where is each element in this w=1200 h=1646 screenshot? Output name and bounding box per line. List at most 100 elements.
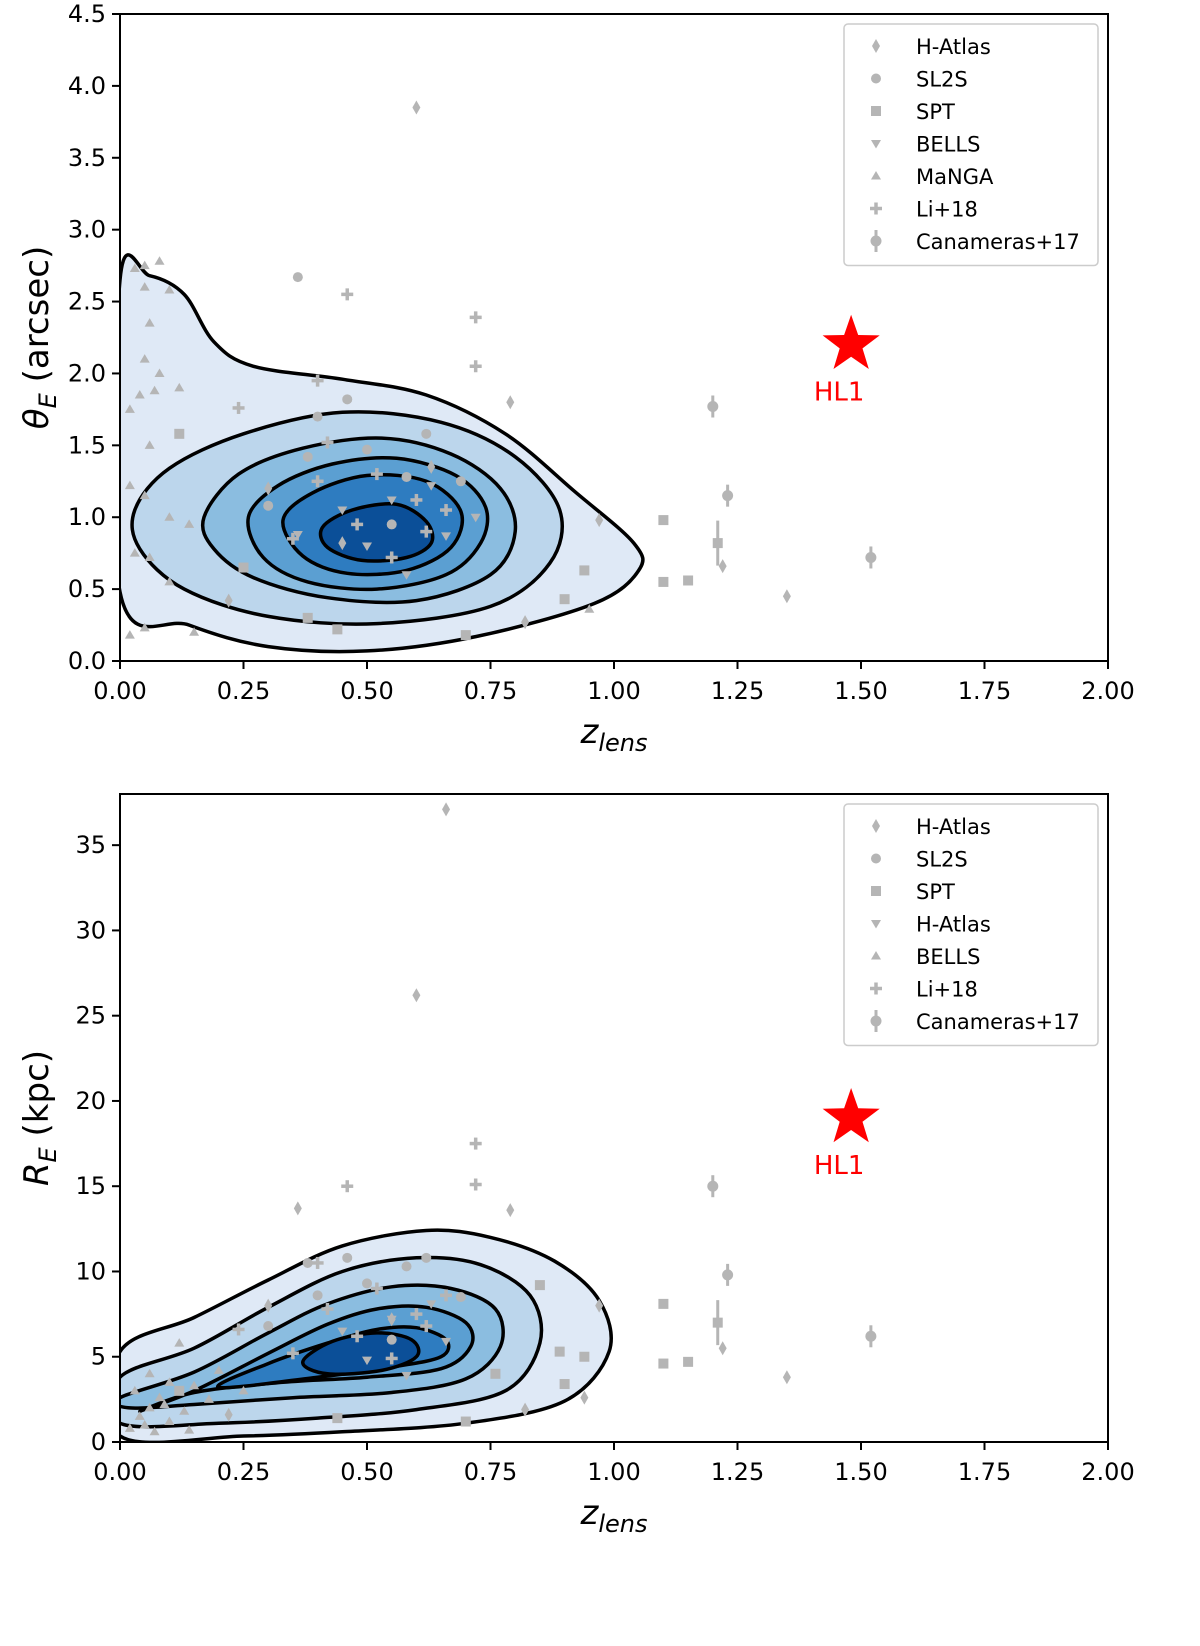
x-tick-label: 1.50 (834, 677, 887, 705)
scatter-point (164, 512, 175, 521)
scatter-point (144, 440, 155, 449)
scatter-point (164, 1377, 175, 1386)
scatter-point (469, 360, 482, 373)
scatter-point (293, 1201, 302, 1216)
legend-entry: H-Atlas (871, 913, 991, 937)
scatter-point (332, 1413, 343, 1424)
x-tick-label: 0.50 (340, 1458, 393, 1486)
scatter-point (129, 1385, 140, 1395)
legend: H-Atlas SL2S SPT BELLS MaNGA Li+18 Canam… (843, 23, 1099, 267)
y-tick-label: 3.5 (68, 144, 106, 172)
scatter-point (412, 988, 421, 1003)
scatter-point (337, 506, 348, 516)
scatter-point (579, 1351, 590, 1362)
legend-label: H-Atlas (916, 815, 991, 839)
legend-marker-shape (871, 853, 881, 864)
scatter-point (427, 459, 436, 474)
x-tick-label: 1.75 (958, 677, 1011, 705)
y-axis-ticks: 0.0 0.5 1.0 1.5 2.0 2.5 3.0 3.5 4.0 4.5 (68, 0, 120, 675)
scatter-point (370, 1282, 383, 1295)
scatter-point (164, 285, 175, 294)
scatter-point (139, 354, 150, 363)
y-tick-label: 0.5 (68, 575, 106, 603)
scatter-point (139, 1419, 150, 1429)
legend-marker-shape (871, 951, 881, 960)
scatter-point (154, 1392, 165, 1402)
scatter-point (455, 1292, 466, 1303)
scatter-point (401, 1261, 412, 1272)
scatter-point (412, 100, 421, 115)
scatter-point (179, 1406, 190, 1415)
y-axis-label-sub: E (34, 1146, 62, 1162)
y-tick-label: 3.0 (68, 216, 106, 244)
scatter-point (455, 476, 466, 487)
scatter-point (385, 1352, 398, 1365)
y-tick-label: 1.0 (68, 503, 106, 531)
scatter-point (213, 1365, 224, 1374)
scatter-point (362, 1278, 372, 1289)
scatter-point (174, 1338, 185, 1347)
scatter-point (139, 622, 150, 632)
legend-entry: SPT (871, 880, 955, 904)
scatter-point (312, 411, 323, 422)
scatter-point (559, 594, 570, 605)
scatter-point (469, 1178, 482, 1191)
legend-label: BELLS (916, 133, 980, 157)
scatter-point (232, 1323, 245, 1336)
scatter-point (321, 1302, 334, 1315)
legend-box (843, 23, 1099, 267)
x-tick-label: 0.75 (464, 677, 517, 705)
legend-marker-shape (870, 202, 882, 215)
x-axis-label-sub: lens (598, 1510, 647, 1538)
legend-marker (871, 920, 881, 929)
legend-entry: Li+18 (870, 198, 978, 222)
scatter-point (302, 612, 313, 623)
x-tick-label: 1.00 (587, 677, 640, 705)
legend-marker (872, 39, 880, 53)
legend-marker-shape (871, 920, 881, 929)
scatter-point (401, 471, 412, 482)
scatter-point (441, 1337, 452, 1347)
y-tick-label: 10 (75, 1257, 106, 1285)
y-axis-ticks: 0 5 10 15 20 25 30 35 (75, 831, 120, 1456)
scatter-point (865, 546, 877, 569)
scatter-point (286, 1347, 299, 1360)
scatter-point (264, 1298, 273, 1313)
y-axis-label-main: R (17, 1162, 57, 1186)
panel-theta-vs-z: HL1 0.00 0.25 0.50 0.75 1.00 1.25 1.50 1.75 2.00… (17, 0, 1135, 757)
scatter-point (782, 589, 791, 604)
scatter-point (584, 604, 595, 613)
scatter-point (311, 374, 324, 387)
y-axis-label-unit: (kpc) (17, 1050, 57, 1147)
scatter-point (521, 615, 530, 630)
scatter-point (312, 1290, 323, 1301)
x-axis-ticks: 0.00 0.25 0.50 0.75 1.00 1.25 1.50 1.75 2.00 (93, 1442, 1135, 1486)
scatter-point (224, 593, 233, 608)
scatter-point (342, 394, 353, 405)
hl1-star-marker (822, 1088, 880, 1143)
scatter-point (174, 1385, 185, 1396)
scatter-point (129, 263, 140, 272)
scatter-point (124, 1423, 135, 1432)
scatter-point (124, 404, 135, 413)
scatter-point (410, 493, 423, 506)
legend-marker (870, 982, 882, 995)
kde-contour-level-6 (318, 502, 435, 563)
hl1-highlight: HL1 (814, 1088, 880, 1181)
legend-label: MaNGA (916, 165, 994, 189)
x-tick-label: 0.50 (340, 677, 393, 705)
legend-marker (870, 202, 882, 215)
scatter-point (580, 1390, 589, 1405)
legend-entry: H-Atlas (872, 35, 991, 59)
legend-marker-shape (871, 171, 881, 180)
scatter-point (579, 565, 590, 576)
scatter-point (184, 1425, 195, 1434)
scatter-points (124, 100, 877, 641)
legend-entry: SL2S (871, 68, 968, 92)
scatter-point (263, 500, 274, 511)
legend-label: Canameras+17 (916, 1010, 1080, 1034)
scatter-point (149, 385, 160, 395)
legend-box (843, 803, 1099, 1047)
legend-label: BELLS (916, 945, 980, 969)
